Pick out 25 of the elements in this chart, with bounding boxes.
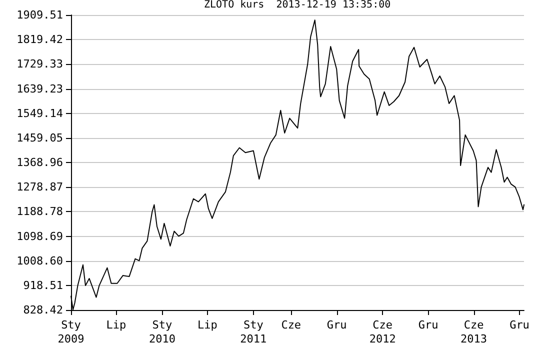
- x-tick-label: Sty 2010: [148, 318, 176, 346]
- y-tick-label: 1008.60: [16, 254, 63, 268]
- y-tick-label: 918.51: [23, 278, 63, 292]
- x-tick-label: Lip: [197, 318, 218, 332]
- x-tick-label: Cze 2012: [369, 318, 396, 346]
- y-tick-label: 1549.14: [16, 106, 64, 120]
- x-tick-label: Lip: [106, 318, 126, 332]
- x-tick-label: Cze: [281, 318, 302, 332]
- x-tick-label: Cze 2013: [460, 318, 488, 346]
- x-tick-label: Gru: [510, 318, 530, 332]
- y-tick-label: 1639.23: [16, 82, 63, 96]
- y-tick-label: 1459.05: [16, 131, 63, 144]
- y-tick-label: 1098.69: [16, 230, 63, 243]
- chart-title: ZLOTO kurs 2013-12-19 13:35:00: [204, 0, 391, 10]
- y-tick-label: 1368.96: [16, 156, 63, 169]
- y-tick-label: 1188.78: [16, 205, 63, 218]
- y-tick-label: 1909.51: [16, 8, 63, 22]
- y-tick-label: 1819.42: [16, 33, 63, 46]
- x-tick-label: Gru: [326, 318, 347, 332]
- x-tick-label: Sty 2009: [58, 318, 84, 346]
- y-tick-label: 828.42: [23, 304, 63, 316]
- x-tick-label: Gru: [418, 318, 438, 332]
- x-tick-label: Sty 2011: [240, 318, 267, 346]
- y-tick-label: 1278.87: [16, 180, 63, 194]
- y-tick-label: 1729.33: [16, 58, 63, 71]
